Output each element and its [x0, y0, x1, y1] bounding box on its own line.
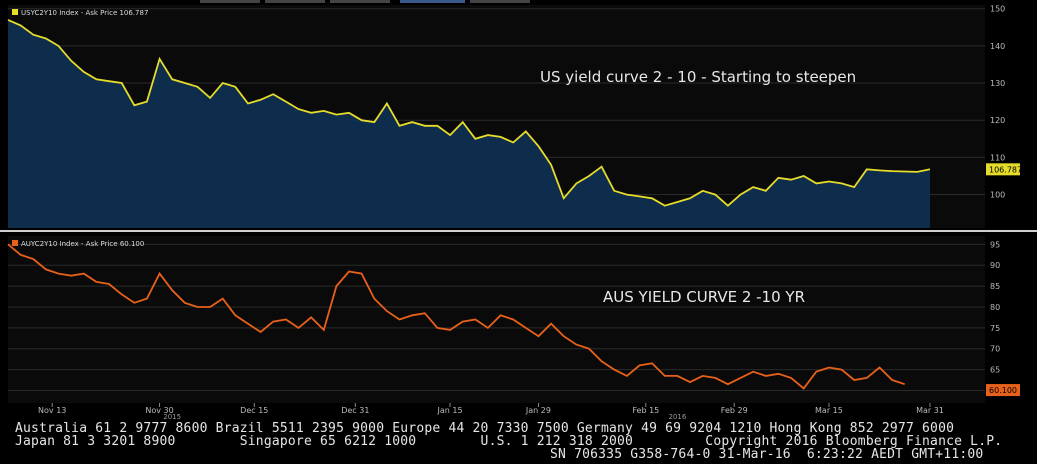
footer-contacts-line-1: Australia 61 2 9777 8600 Brazil 5511 239…	[15, 421, 955, 436]
bloomberg-chart: 100 110 120 130 140 150 USYC2Y10 Index - Ask P…	[0, 5, 1037, 420]
us-y-tick-label: 100	[990, 191, 1005, 200]
x-year-label: 2016	[668, 413, 686, 420]
us-last-value-tag	[986, 163, 1020, 176]
x-tick-label: Dec 15	[240, 406, 268, 415]
aus-last-value-label: 60.100	[989, 386, 1017, 395]
x-tick-label: Jan 15	[437, 406, 463, 415]
x-tick-label: Nov 30	[145, 406, 173, 415]
us-last-value-label: 106.787	[989, 165, 1022, 174]
aus-y-tick-label: 70	[990, 345, 1000, 354]
x-year-label: 2015	[163, 413, 181, 420]
aus-last-value-tag	[986, 384, 1020, 397]
x-tick-label: Feb 15	[632, 406, 659, 415]
us-series-area	[8, 19, 930, 229]
us-y-tick-label: 140	[990, 42, 1005, 51]
toolbar-tab[interactable]	[265, 0, 325, 3]
us-y-tick-label: 150	[990, 5, 1005, 14]
aus-y-tick-label: 95	[990, 240, 1000, 249]
aus-legend-label: AUYC2Y10 Index - Ask Price 60.100	[21, 240, 144, 248]
us-annotation: US yield curve 2 - 10 - Starting to stee…	[540, 68, 856, 86]
us-y-tick-label: 130	[990, 79, 1005, 88]
footer-contacts-line-2: Japan 81 3 3201 8900 Singapore 65 6212 1…	[15, 434, 1003, 449]
x-tick-label: Jan 29	[525, 406, 551, 415]
x-tick-label: Dec 31	[341, 406, 369, 415]
us-series-line	[7, 19, 931, 207]
aus-y-tick-label: 80	[990, 303, 1000, 312]
us-y-tick-label: 120	[990, 116, 1005, 125]
aus-y-tick-label: 75	[990, 324, 1000, 333]
aus-legend-swatch	[12, 240, 18, 246]
aus-y-tick-label: 90	[990, 261, 1000, 270]
toolbar-tab[interactable]	[400, 0, 465, 3]
toolbar-tab-strip	[0, 0, 1037, 3]
aus-y-tick-label: 65	[990, 366, 1000, 375]
toolbar-tab[interactable]	[330, 0, 390, 3]
toolbar-tab[interactable]	[470, 0, 530, 3]
us-y-tick-label: 110	[990, 153, 1005, 162]
us-legend-swatch	[12, 9, 18, 15]
toolbar-tab[interactable]	[200, 0, 260, 3]
x-tick-label: Mar 31	[916, 406, 944, 415]
x-tick-label: Feb 29	[721, 406, 748, 415]
aus-series-line	[7, 243, 905, 390]
us-legend-label: USYC2Y10 Index - Ask Price 106.787	[21, 9, 148, 17]
x-tick-label: Nov 13	[38, 406, 66, 415]
aus-annotation: AUS YIELD CURVE 2 -10 YR	[603, 288, 805, 306]
aus-y-tick-label: 85	[990, 282, 1000, 291]
x-tick-label: Mar 15	[815, 406, 843, 415]
footer-timestamp: SN 706335 G358-764-0 31-Mar-16 6:23:22 A…	[550, 447, 984, 462]
